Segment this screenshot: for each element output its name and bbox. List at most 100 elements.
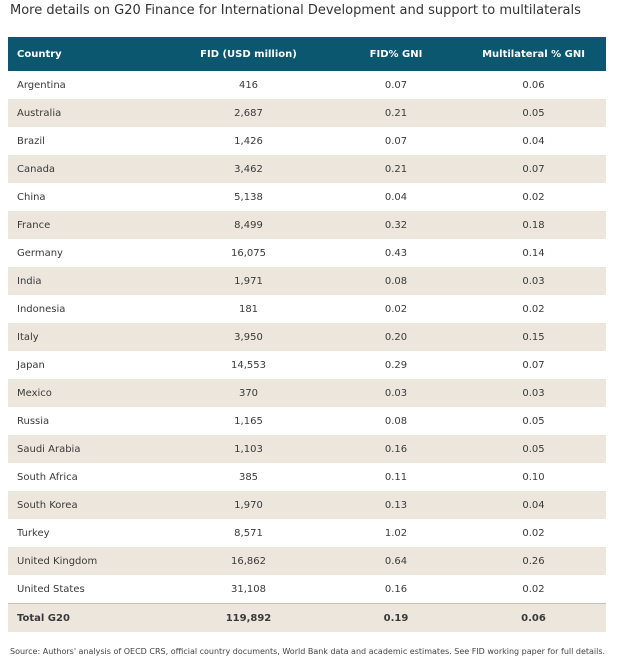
table-row: Brazil 1,426 0.07 0.04 <box>8 127 606 155</box>
cell-fid-usd: 181 <box>166 295 331 323</box>
cell-country: Canada <box>8 155 166 183</box>
source-note: Source: Authors' analysis of OECD CRS, o… <box>10 647 606 656</box>
table-row: Argentina 416 0.07 0.06 <box>8 71 606 99</box>
cell-fid-gni: 0.21 <box>331 155 461 183</box>
table-row: Italy 3,950 0.20 0.15 <box>8 323 606 351</box>
total-row: Total G20 119,892 0.19 0.06 <box>8 603 606 632</box>
cell-fid-gni: 0.08 <box>331 267 461 295</box>
column-header-fid-usd: FID (USD million) <box>166 37 331 71</box>
cell-fid-usd: 1,426 <box>166 127 331 155</box>
table-row: South Korea 1,970 0.13 0.04 <box>8 491 606 519</box>
cell-country: Total G20 <box>8 603 166 632</box>
cell-multilateral-gni: 0.15 <box>461 323 606 351</box>
cell-multilateral-gni: 0.06 <box>461 71 606 99</box>
cell-country: Indonesia <box>8 295 166 323</box>
fid-table: Country FID (USD million) FID% GNI Multi… <box>8 37 606 632</box>
column-header-multilateral-gni: Multilateral % GNI <box>461 37 606 71</box>
cell-multilateral-gni: 0.05 <box>461 99 606 127</box>
cell-fid-usd: 5,138 <box>166 183 331 211</box>
table-row: China 5,138 0.04 0.02 <box>8 183 606 211</box>
cell-fid-gni: 1.02 <box>331 519 461 547</box>
cell-fid-usd: 385 <box>166 463 331 491</box>
cell-multilateral-gni: 0.07 <box>461 351 606 379</box>
table-row: India 1,971 0.08 0.03 <box>8 267 606 295</box>
table-row: Mexico 370 0.03 0.03 <box>8 379 606 407</box>
cell-fid-usd: 1,103 <box>166 435 331 463</box>
page-title: More details on G20 Finance for Internat… <box>10 3 581 18</box>
cell-country: Australia <box>8 99 166 127</box>
cell-fid-gni: 0.13 <box>331 491 461 519</box>
cell-fid-gni: 0.03 <box>331 379 461 407</box>
cell-country: Argentina <box>8 71 166 99</box>
table-row: Russia 1,165 0.08 0.05 <box>8 407 606 435</box>
cell-multilateral-gni: 0.18 <box>461 211 606 239</box>
cell-fid-gni: 0.19 <box>331 603 461 632</box>
cell-multilateral-gni: 0.14 <box>461 239 606 267</box>
cell-fid-gni: 0.07 <box>331 71 461 99</box>
cell-country: South Korea <box>8 491 166 519</box>
cell-country: Turkey <box>8 519 166 547</box>
table-row: Turkey 8,571 1.02 0.02 <box>8 519 606 547</box>
table-row: South Africa 385 0.11 0.10 <box>8 463 606 491</box>
cell-country: Brazil <box>8 127 166 155</box>
cell-fid-gni: 0.32 <box>331 211 461 239</box>
cell-country: France <box>8 211 166 239</box>
cell-multilateral-gni: 0.02 <box>461 295 606 323</box>
cell-country: India <box>8 267 166 295</box>
cell-multilateral-gni: 0.04 <box>461 491 606 519</box>
cell-fid-gni: 0.02 <box>331 295 461 323</box>
cell-multilateral-gni: 0.02 <box>461 183 606 211</box>
cell-fid-usd: 8,571 <box>166 519 331 547</box>
cell-multilateral-gni: 0.10 <box>461 463 606 491</box>
cell-fid-usd: 416 <box>166 71 331 99</box>
cell-fid-usd: 14,553 <box>166 351 331 379</box>
table-row: Japan 14,553 0.29 0.07 <box>8 351 606 379</box>
cell-country: China <box>8 183 166 211</box>
cell-multilateral-gni: 0.05 <box>461 407 606 435</box>
cell-multilateral-gni: 0.06 <box>461 603 606 632</box>
cell-fid-gni: 0.20 <box>331 323 461 351</box>
cell-fid-usd: 1,971 <box>166 267 331 295</box>
cell-fid-usd: 16,075 <box>166 239 331 267</box>
cell-multilateral-gni: 0.03 <box>461 267 606 295</box>
column-header-country: Country <box>8 37 166 71</box>
cell-fid-usd: 1,165 <box>166 407 331 435</box>
table-header-row: Country FID (USD million) FID% GNI Multi… <box>8 37 606 71</box>
cell-fid-usd: 31,108 <box>166 575 331 604</box>
cell-fid-gni: 0.29 <box>331 351 461 379</box>
column-header-fid-gni: FID% GNI <box>331 37 461 71</box>
cell-fid-gni: 0.16 <box>331 435 461 463</box>
table-row: United States 31,108 0.16 0.02 <box>8 575 606 604</box>
cell-country: Germany <box>8 239 166 267</box>
table-row: Germany 16,075 0.43 0.14 <box>8 239 606 267</box>
cell-fid-usd: 3,950 <box>166 323 331 351</box>
table-body: Argentina 416 0.07 0.06 Australia 2,687 0.21 0.… <box>8 71 606 632</box>
table-row: Australia 2,687 0.21 0.05 <box>8 99 606 127</box>
cell-country: South Africa <box>8 463 166 491</box>
cell-country: Saudi Arabia <box>8 435 166 463</box>
table-row: United Kingdom 16,862 0.64 0.26 <box>8 547 606 575</box>
cell-fid-gni: 0.11 <box>331 463 461 491</box>
cell-multilateral-gni: 0.02 <box>461 519 606 547</box>
cell-multilateral-gni: 0.02 <box>461 575 606 604</box>
table-row: Indonesia 181 0.02 0.02 <box>8 295 606 323</box>
cell-country: United Kingdom <box>8 547 166 575</box>
cell-country: United States <box>8 575 166 604</box>
cell-fid-usd: 119,892 <box>166 603 331 632</box>
cell-fid-usd: 16,862 <box>166 547 331 575</box>
table-row: France 8,499 0.32 0.18 <box>8 211 606 239</box>
cell-fid-usd: 1,970 <box>166 491 331 519</box>
table-row: Saudi Arabia 1,103 0.16 0.05 <box>8 435 606 463</box>
cell-fid-usd: 2,687 <box>166 99 331 127</box>
cell-fid-usd: 3,462 <box>166 155 331 183</box>
cell-multilateral-gni: 0.04 <box>461 127 606 155</box>
cell-country: Italy <box>8 323 166 351</box>
cell-country: Russia <box>8 407 166 435</box>
cell-fid-gni: 0.16 <box>331 575 461 604</box>
cell-multilateral-gni: 0.26 <box>461 547 606 575</box>
cell-fid-gni: 0.04 <box>331 183 461 211</box>
cell-fid-gni: 0.07 <box>331 127 461 155</box>
cell-country: Mexico <box>8 379 166 407</box>
cell-fid-gni: 0.21 <box>331 99 461 127</box>
cell-fid-gni: 0.43 <box>331 239 461 267</box>
